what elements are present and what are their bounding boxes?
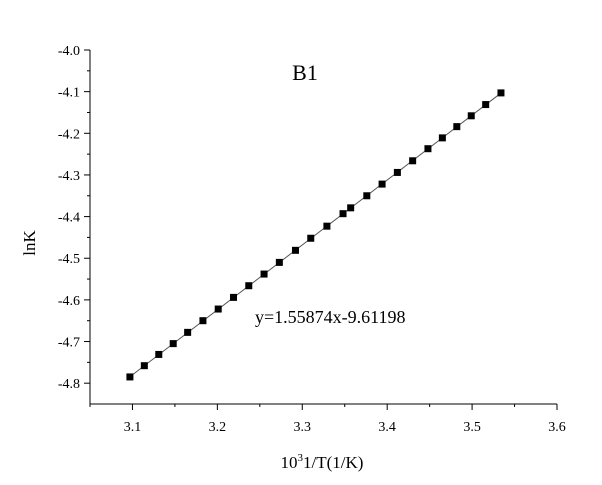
y-tick-label: -4.3 <box>58 169 80 184</box>
data-point <box>291 246 299 254</box>
data-point <box>497 89 505 97</box>
y-tick-label: -4.5 <box>58 252 80 267</box>
data-point <box>275 258 283 266</box>
chart-title: B1 <box>292 60 318 85</box>
data-point <box>467 112 475 120</box>
data-point <box>323 222 331 230</box>
data-point <box>126 373 134 381</box>
y-tick-label: -4.2 <box>58 127 80 142</box>
x-axis-title: 1031/T(1/K) <box>281 452 364 472</box>
y-tick-label: -4.6 <box>58 294 80 309</box>
data-point <box>424 145 432 153</box>
data-point <box>245 282 253 290</box>
data-point <box>347 204 355 212</box>
axes <box>89 50 557 405</box>
data-point <box>260 270 268 278</box>
y-tick-label: -4.0 <box>58 44 80 59</box>
data-point <box>140 362 148 370</box>
data-point <box>339 210 347 218</box>
x-axis-title-base: 10 <box>281 453 298 472</box>
y-axis-title: lnK <box>20 230 39 256</box>
y-tick-label: -4.7 <box>58 336 80 351</box>
y-ticks: -4.8 -4.7 -4.6 -4.5 -4.4 -4.3 -4.2 -4.1 -4.0 <box>58 44 90 392</box>
data-point <box>438 134 446 142</box>
data-point <box>482 101 490 109</box>
y-tick-label: -4.4 <box>58 211 80 226</box>
data-point <box>184 328 192 336</box>
data-point <box>229 293 237 301</box>
data-point <box>393 168 401 176</box>
x-tick-label: 3.6 <box>548 420 566 435</box>
x-tick-label: 3.3 <box>294 420 312 435</box>
data-point <box>409 157 417 165</box>
data-point <box>307 234 315 242</box>
data-point <box>199 317 207 325</box>
x-tick-label: 3.5 <box>463 420 481 435</box>
x-axis-title-rest: 1/T(1/K) <box>303 453 363 472</box>
data-point <box>378 180 386 188</box>
x-tick-label: 3.1 <box>124 420 142 435</box>
data-point <box>453 123 461 131</box>
data-point <box>214 305 222 313</box>
fit-equation: y=1.55874x-9.61198 <box>255 307 405 327</box>
data-point <box>363 192 371 200</box>
x-axis-title-sup: 3 <box>298 452 304 464</box>
x-tick-label: 3.4 <box>378 420 396 435</box>
data-point <box>155 350 163 358</box>
x-tick-label: 3.2 <box>209 420 227 435</box>
y-tick-label: -4.1 <box>58 86 80 101</box>
data-points <box>126 89 505 381</box>
x-ticks: 3.1 3.2 3.3 3.4 3.5 3.6 <box>89 404 566 435</box>
data-point <box>169 340 177 348</box>
y-tick-label: -4.8 <box>58 377 80 392</box>
